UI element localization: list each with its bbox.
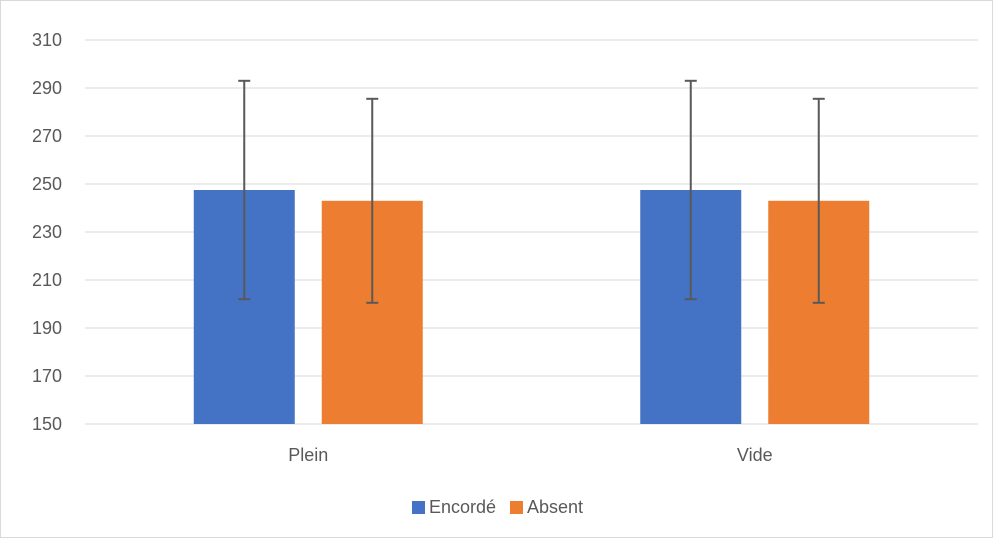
- y-tick-label: 290: [32, 78, 62, 98]
- error-bar: [238, 79, 251, 301]
- y-tick-label: 210: [32, 270, 62, 290]
- y-tick-label: 190: [32, 318, 62, 338]
- y-axis-ticks: 150 170 190 210 230 250 270 290 310: [32, 30, 62, 434]
- bars: [193, 190, 870, 424]
- legend-label-encorde: Encordé: [428, 497, 496, 517]
- y-tick-label: 150: [32, 414, 62, 434]
- x-axis-categories: Plein Vide: [288, 445, 772, 465]
- y-tick-label: 170: [32, 366, 62, 386]
- x-category-label: Vide: [737, 445, 773, 465]
- legend-item-encorde: Encordé: [411, 497, 496, 518]
- error-bar: [366, 97, 379, 304]
- y-tick-label: 310: [32, 30, 62, 50]
- legend-item-absent: Absent: [510, 497, 583, 518]
- legend: Encordé Absent: [0, 497, 995, 518]
- legend-swatch-absent: [510, 501, 523, 514]
- error-bar: [684, 79, 697, 301]
- y-tick-label: 270: [32, 126, 62, 146]
- legend-label-absent: Absent: [527, 497, 584, 517]
- error-bar: [812, 97, 825, 304]
- y-tick-label: 230: [32, 222, 62, 242]
- legend-swatch-encorde: [411, 501, 425, 514]
- error-bars: [238, 79, 825, 304]
- y-tick-label: 250: [32, 174, 62, 194]
- x-category-label: Plein: [288, 445, 328, 465]
